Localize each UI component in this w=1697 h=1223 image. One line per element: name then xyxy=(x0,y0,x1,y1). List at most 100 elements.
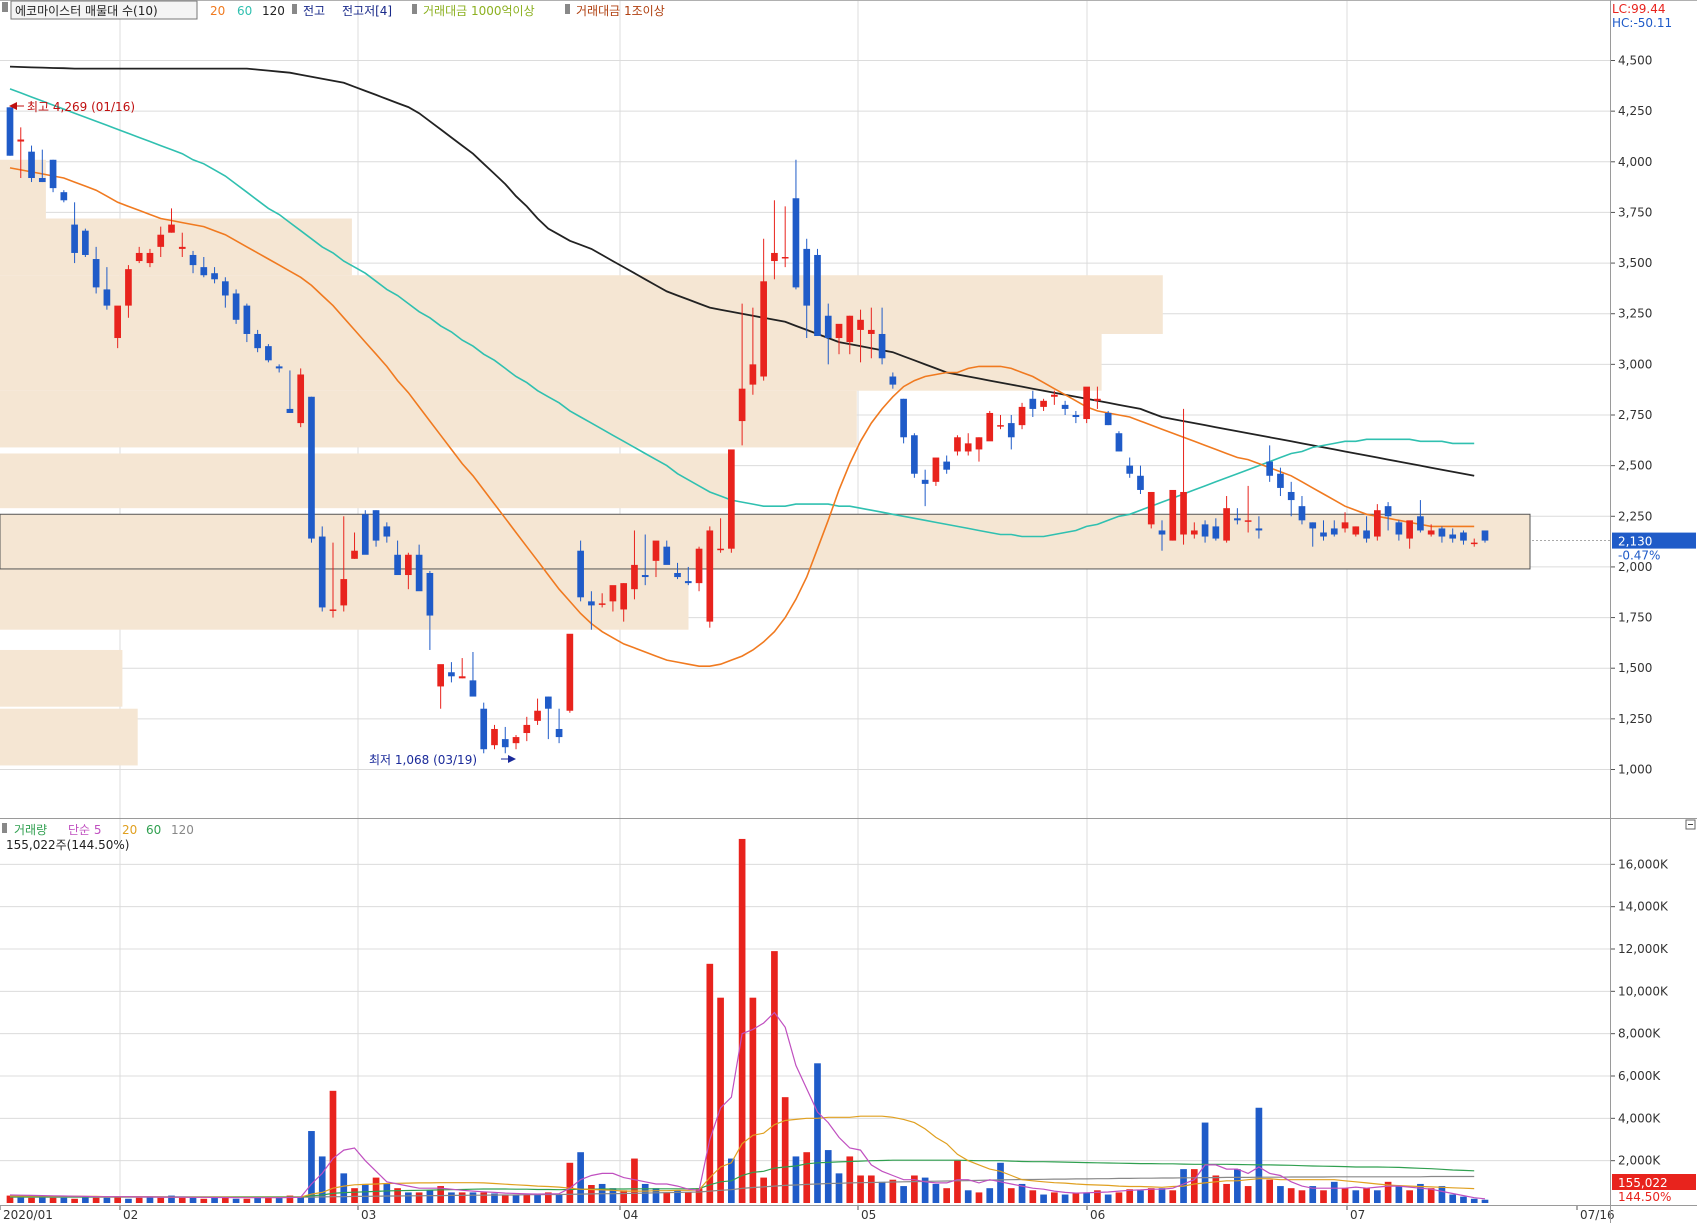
legend-trade-value-100b[interactable]: 거래대금 1000억이상 xyxy=(423,4,535,18)
current-price-change: -0.47% xyxy=(1618,549,1660,563)
volume-profile-bar xyxy=(0,649,123,707)
candle-body-up xyxy=(835,323,843,339)
candle-body-up xyxy=(178,246,186,249)
legend-handle-icon[interactable] xyxy=(2,2,8,12)
candle-body-down xyxy=(372,510,380,541)
legend-trade-value-1t[interactable]: 거래대금 1조이상 xyxy=(576,4,665,18)
volume-bar-down xyxy=(878,1181,886,1203)
volume-bar-up xyxy=(1244,1186,1252,1203)
volume-bar-down xyxy=(1201,1122,1209,1203)
candle-body-down xyxy=(1126,465,1134,474)
volume-bar-up xyxy=(1115,1192,1123,1203)
legend-prev-high-low[interactable]: 전고저[4] xyxy=(342,4,392,18)
candle-body-up xyxy=(631,564,638,590)
time-tick-label: 04 xyxy=(623,1208,638,1222)
candle-body-down xyxy=(1266,461,1274,476)
candle-body-up xyxy=(1051,394,1058,397)
candle-body-up xyxy=(135,252,143,262)
candle-body-down xyxy=(1007,423,1015,438)
volume-bar-up xyxy=(684,1192,692,1203)
price-tick-label: 1,000 xyxy=(1618,762,1652,776)
volume-bar-up xyxy=(92,1197,100,1203)
volume-bar-up xyxy=(717,997,724,1203)
volume-bar-up xyxy=(178,1197,186,1203)
candle-body-down xyxy=(92,259,100,288)
candle-body-up xyxy=(1341,522,1349,529)
candle-body-up xyxy=(717,548,724,551)
price-tab[interactable] xyxy=(10,0,198,20)
volume-bar-up xyxy=(631,1158,638,1203)
volume-bar-down xyxy=(577,1152,584,1203)
candle-body-up xyxy=(114,305,122,339)
volume-bar-up xyxy=(243,1198,251,1203)
candle-body-down xyxy=(1330,528,1338,535)
candle-body-up xyxy=(867,329,875,334)
volume-bar-down xyxy=(1040,1194,1047,1203)
price-tick-label: 1,500 xyxy=(1618,661,1652,675)
volume-bar-up xyxy=(566,1162,574,1203)
candle-body-down xyxy=(555,728,563,738)
candle-body-up xyxy=(1094,398,1101,401)
candle-body-down xyxy=(426,573,434,616)
candle-body-down xyxy=(480,708,488,750)
candle-body-up xyxy=(609,585,617,602)
candle-body-down xyxy=(803,248,811,306)
legend-marker-icon xyxy=(412,4,417,14)
volume-bar-down xyxy=(38,1196,46,1203)
volume-bar-up xyxy=(1320,1190,1327,1203)
high-annotation: 최고 4,269 (01/16) xyxy=(27,100,135,114)
legend-ma120[interactable]: 120 xyxy=(262,4,285,18)
volume-legend-simple5[interactable]: 단순 5 xyxy=(68,823,102,837)
volume-bar-down xyxy=(1449,1194,1457,1203)
volume-bar-down xyxy=(986,1188,994,1203)
volume-bar-down xyxy=(1158,1188,1166,1203)
current-volume-value: 155,022 xyxy=(1618,1176,1668,1190)
candle-body-up xyxy=(760,281,767,377)
candle-body-down xyxy=(200,267,208,276)
price-tick-label: 2,250 xyxy=(1618,509,1652,523)
low-annotation: 최저 1,068 (03/19) xyxy=(369,753,477,767)
volume-legend-60[interactable]: 60 xyxy=(146,823,161,837)
volume-legend-120[interactable]: 120 xyxy=(171,823,194,837)
volume-tick-label: 4,000K xyxy=(1618,1111,1661,1125)
candle-body-up xyxy=(534,710,541,721)
legend-ma60[interactable]: 60 xyxy=(237,4,252,18)
volume-bar-up xyxy=(415,1192,423,1203)
candle-body-down xyxy=(383,526,391,537)
volume-legend-20[interactable]: 20 xyxy=(122,823,137,837)
current-volume-pct: 144.50% xyxy=(1618,1190,1671,1204)
ma60-line xyxy=(9,88,1475,538)
volume-bar-down xyxy=(921,1177,929,1203)
candle-body-down xyxy=(82,230,89,255)
candle-body-down xyxy=(1287,491,1295,501)
candle-body-down xyxy=(361,514,369,555)
volume-bar-up xyxy=(286,1195,294,1203)
volume-bar-up xyxy=(738,838,746,1203)
volume-bar-up xyxy=(867,1175,875,1203)
volume-bar-up xyxy=(1147,1188,1155,1203)
low-arrow-icon xyxy=(508,755,516,763)
candle-body-down xyxy=(38,178,46,183)
candle-body-up xyxy=(1352,526,1360,535)
price-tick-label: 3,250 xyxy=(1618,307,1652,321)
candle-body-down xyxy=(684,581,692,584)
volume-profile-bar xyxy=(0,159,46,219)
volume-bar-up xyxy=(663,1192,671,1203)
candle-body-down xyxy=(663,546,671,565)
volume-legend-title[interactable]: 거래량 xyxy=(14,823,47,837)
volume-bar-down xyxy=(1018,1183,1026,1203)
legend-prev-high[interactable]: 전고 xyxy=(303,4,325,18)
volume-bar-up xyxy=(544,1192,552,1203)
volume-bar-up xyxy=(437,1186,444,1203)
volume-bar-down xyxy=(964,1190,972,1203)
volume-bar-up xyxy=(857,1175,864,1203)
volume-bar-down xyxy=(254,1197,261,1203)
candle-body-down xyxy=(824,315,832,339)
candle-body-up xyxy=(491,728,498,746)
volume-bar-down xyxy=(189,1197,197,1203)
candle-body-down xyxy=(1460,532,1467,541)
legend-ma20[interactable]: 20 xyxy=(210,4,225,18)
volume-legend-handle-icon[interactable] xyxy=(2,823,7,833)
volume-bar-up xyxy=(1007,1188,1015,1203)
price-tick-label: 2,500 xyxy=(1618,459,1652,473)
